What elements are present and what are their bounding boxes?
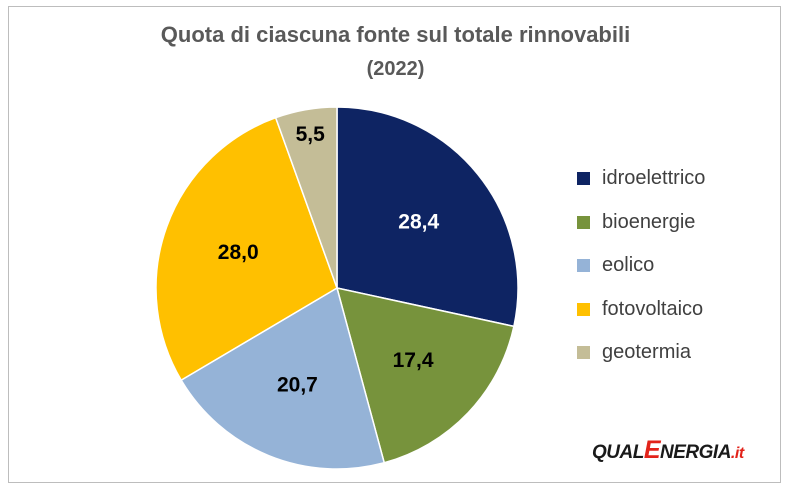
legend-swatch-bioenergie bbox=[577, 215, 590, 229]
legend: idroelettrico bioenergie eolico fotovoltaic… bbox=[577, 157, 705, 375]
logo-part-it: .it bbox=[730, 445, 744, 462]
pie-slice-fotovoltaico bbox=[155, 116, 338, 382]
legend-item-geotermia: geotermia bbox=[577, 331, 705, 375]
legend-item-bioenergie: bioenergie bbox=[577, 201, 705, 245]
data-label-eolico: 20,7 bbox=[277, 374, 318, 397]
logo-part-nergia: NERGIA bbox=[660, 442, 731, 463]
pie-slice-eolico bbox=[180, 286, 386, 470]
legend-item-fotovoltaico: fotovoltaico bbox=[577, 288, 705, 332]
legend-swatch-eolico bbox=[577, 259, 590, 273]
legend-swatch-fotovoltaico bbox=[577, 302, 590, 316]
data-label-bioenergie: 17,4 bbox=[393, 349, 434, 372]
legend-item-idroelettrico: idroelettrico bbox=[577, 157, 705, 201]
logo-part-e: E bbox=[643, 436, 661, 464]
legend-swatch-idroelettrico bbox=[577, 172, 590, 186]
legend-swatch-geotermia bbox=[577, 346, 590, 360]
legend-item-eolico: eolico bbox=[577, 244, 705, 288]
pie-slice-idroelettrico bbox=[336, 106, 519, 328]
pie-slice-geotermia bbox=[274, 106, 338, 289]
chart-subtitle: (2022) bbox=[366, 58, 425, 80]
legend-label-bioenergie: bioenergie bbox=[602, 210, 696, 233]
logo-part-qual: QUAL bbox=[592, 442, 644, 463]
legend-label-fotovoltaico: fotovoltaico bbox=[602, 297, 704, 320]
data-label-idroelettrico: 28,4 bbox=[398, 211, 439, 234]
data-label-geotermia: 5,5 bbox=[296, 123, 326, 146]
legend-label-idroelettrico: idroelettrico bbox=[602, 167, 706, 190]
chart-title: Quota di ciascuna fonte sul totale rinno… bbox=[160, 22, 631, 47]
qualenergia-logo: QUALENERGIA.it bbox=[592, 436, 744, 465]
pie-slice-bioenergie bbox=[335, 287, 515, 464]
legend-label-eolico: eolico bbox=[602, 254, 655, 277]
data-label-fotovoltaico: 28,0 bbox=[218, 241, 259, 264]
legend-label-geotermia: geotermia bbox=[602, 341, 691, 364]
